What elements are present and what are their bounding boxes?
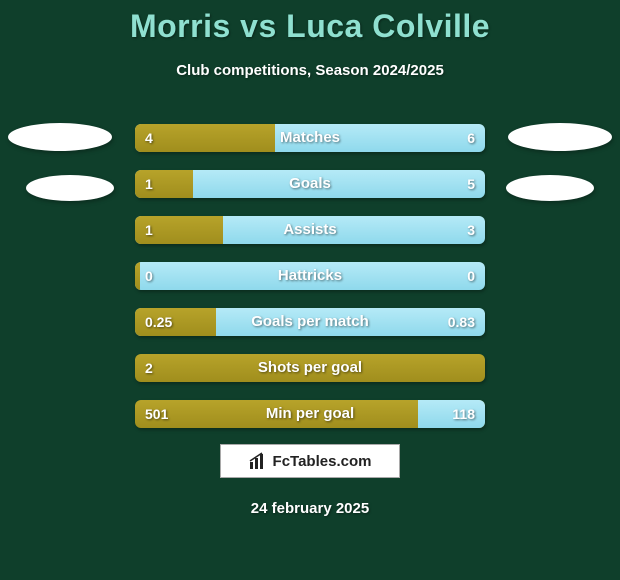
stats-bars: 46Matches 15Goals 13Assists 00Hattricks 0.25… <box>135 124 485 446</box>
club-logo-placeholder <box>506 175 594 201</box>
club-logo-placeholder <box>8 123 112 151</box>
stat-row: 501118Min per goal <box>135 400 485 428</box>
stat-label: Goals <box>135 170 485 198</box>
stat-label: Shots per goal <box>135 354 485 382</box>
subtitle: Club competitions, Season 2024/2025 <box>0 62 620 79</box>
stat-row: 15Goals <box>135 170 485 198</box>
generation-date: 24 february 2025 <box>0 500 620 517</box>
stat-label: Assists <box>135 216 485 244</box>
stat-row: 00Hattricks <box>135 262 485 290</box>
stat-row: 13Assists <box>135 216 485 244</box>
watermark-badge: FcTables.com <box>220 444 400 478</box>
club-logo-placeholder <box>26 175 114 201</box>
comparison-infographic: Morris vs Luca Colville Club competition… <box>0 0 620 580</box>
stat-label: Matches <box>135 124 485 152</box>
stat-row: 46Matches <box>135 124 485 152</box>
page-title: Morris vs Luca Colville <box>0 8 620 45</box>
stat-label: Goals per match <box>135 308 485 336</box>
stat-label: Hattricks <box>135 262 485 290</box>
club-logo-placeholder <box>508 123 612 151</box>
stat-row: 0.250.83Goals per match <box>135 308 485 336</box>
chart-icon <box>249 452 267 470</box>
watermark-text: FcTables.com <box>273 453 372 470</box>
stat-row: 2Shots per goal <box>135 354 485 382</box>
stat-label: Min per goal <box>135 400 485 428</box>
